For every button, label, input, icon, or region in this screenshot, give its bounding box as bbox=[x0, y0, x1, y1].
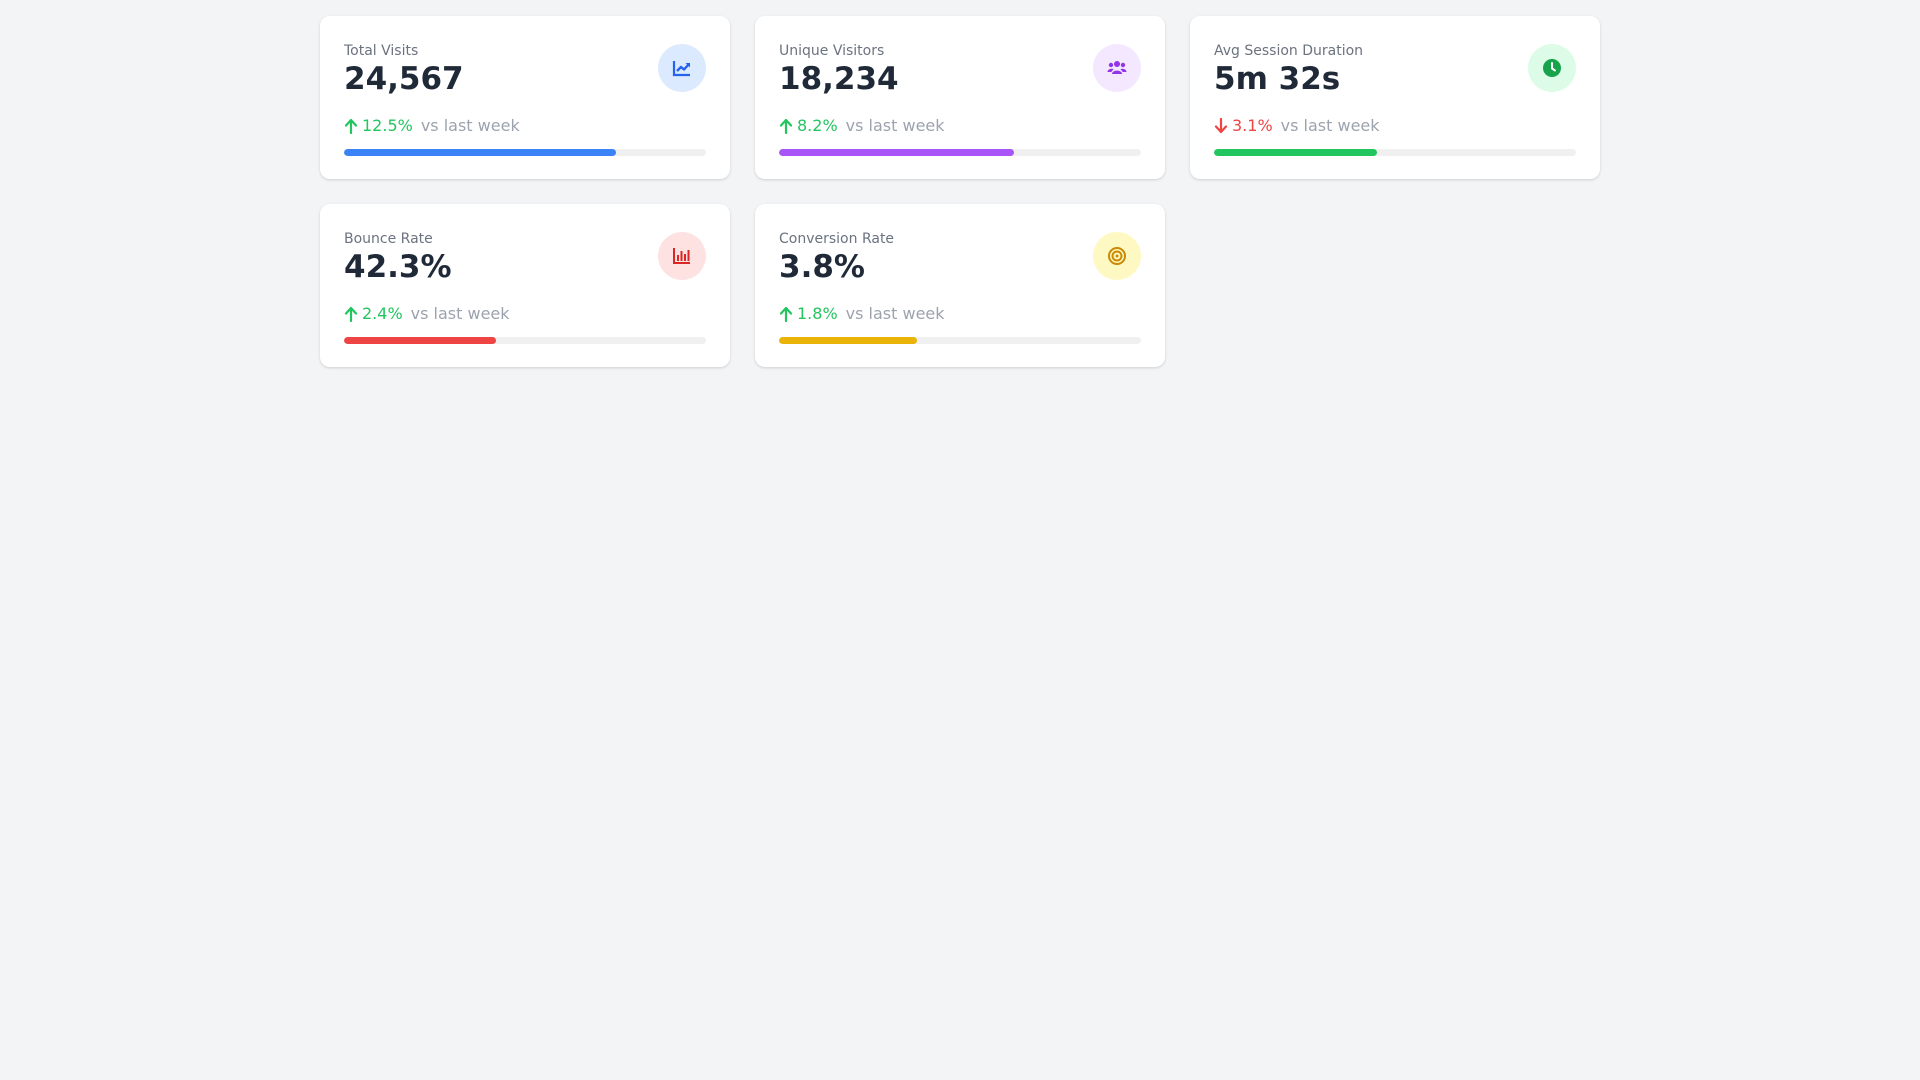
stat-card-bounce-rate: Bounce Rate 42.3% 2.4% vs last week bbox=[320, 204, 730, 367]
arrow-up-icon bbox=[779, 118, 793, 134]
comparison-label: vs last week bbox=[845, 304, 945, 323]
stats-grid: Total Visits 24,567 12.5% vs last week U… bbox=[320, 16, 1600, 367]
comparison-label: vs last week bbox=[410, 304, 510, 323]
stat-label: Total Visits bbox=[344, 43, 419, 59]
clock-icon bbox=[1528, 44, 1576, 92]
stat-value: 18,234 bbox=[779, 61, 899, 97]
change-value: 1.8% bbox=[797, 304, 838, 323]
trend: 8.2% vs last week bbox=[779, 116, 1141, 136]
progress-fill bbox=[779, 149, 1015, 156]
change-value: 12.5% bbox=[362, 116, 413, 135]
stat-value: 24,567 bbox=[344, 61, 464, 97]
comparison-label: vs last week bbox=[845, 116, 945, 135]
arrow-up-icon bbox=[344, 118, 358, 134]
trend: 2.4% vs last week bbox=[344, 304, 706, 324]
stat-value: 5m 32s bbox=[1214, 61, 1341, 97]
progress-bar bbox=[344, 149, 706, 156]
progress-fill bbox=[344, 337, 497, 344]
arrow-up-icon bbox=[344, 306, 358, 322]
progress-bar bbox=[344, 337, 706, 344]
progress-bar bbox=[1214, 149, 1576, 156]
stat-card-unique-visitors: Unique Visitors 18,234 8.2% vs last week bbox=[755, 16, 1165, 179]
change-value: 3.1% bbox=[1232, 116, 1273, 135]
arrow-up-icon bbox=[779, 306, 793, 322]
chart-bar-icon bbox=[658, 232, 706, 280]
comparison-label: vs last week bbox=[1280, 116, 1380, 135]
arrow-down-icon bbox=[1214, 118, 1228, 134]
progress-bar bbox=[779, 149, 1141, 156]
stat-label: Conversion Rate bbox=[779, 231, 895, 247]
progress-bar bbox=[779, 337, 1141, 344]
stat-label: Avg Session Duration bbox=[1214, 43, 1364, 59]
target-icon bbox=[1093, 232, 1141, 280]
comparison-label: vs last week bbox=[420, 116, 520, 135]
stat-label: Bounce Rate bbox=[344, 231, 433, 247]
stat-label: Unique Visitors bbox=[779, 43, 885, 59]
trend: 3.1% vs last week bbox=[1214, 116, 1576, 136]
trend: 1.8% vs last week bbox=[779, 304, 1141, 324]
progress-fill bbox=[1214, 149, 1377, 156]
stat-card-avg-session-duration: Avg Session Duration 5m 32s 3.1% vs last… bbox=[1190, 16, 1600, 179]
progress-fill bbox=[779, 337, 917, 344]
stat-card-conversion-rate: Conversion Rate 3.8% 1.8% vs last week bbox=[755, 204, 1165, 367]
trend: 12.5% vs last week bbox=[344, 116, 706, 136]
change-value: 8.2% bbox=[797, 116, 838, 135]
stat-value: 42.3% bbox=[344, 249, 452, 285]
change-value: 2.4% bbox=[362, 304, 403, 323]
chart-line-icon bbox=[658, 44, 706, 92]
users-icon bbox=[1093, 44, 1141, 92]
stat-value: 3.8% bbox=[779, 249, 865, 285]
stat-card-total-visits: Total Visits 24,567 12.5% vs last week bbox=[320, 16, 730, 179]
progress-fill bbox=[344, 149, 616, 156]
